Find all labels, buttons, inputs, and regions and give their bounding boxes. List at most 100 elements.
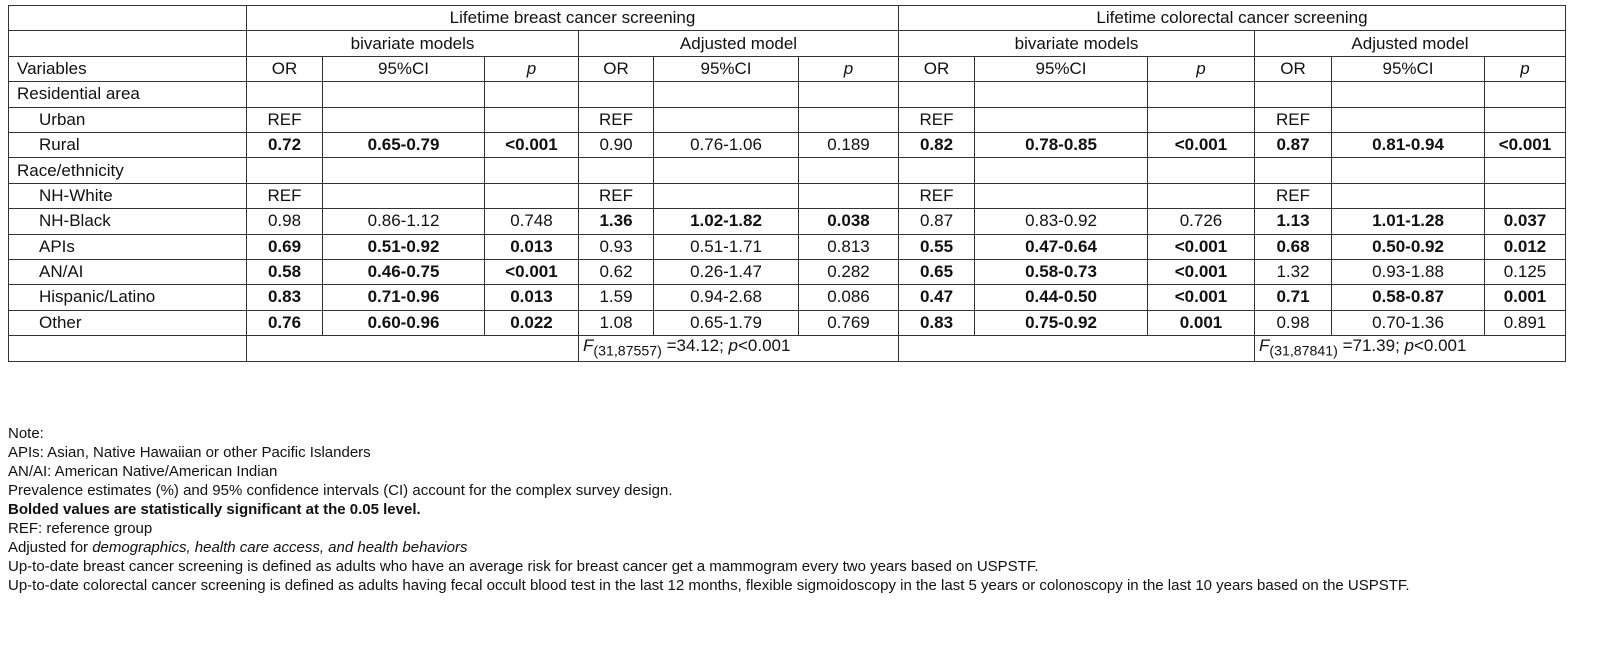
- table-cell: 0.65-0.79: [322, 131, 485, 159]
- table-cell: 1.32: [1254, 258, 1332, 286]
- table-cell: 0.46-0.75: [322, 258, 485, 286]
- table-cell: 0.58: [246, 258, 323, 286]
- table-cell: [1254, 157, 1332, 184]
- stat-symbol: F: [1259, 336, 1270, 356]
- table-cell: [484, 106, 579, 133]
- table-cell: REF: [246, 106, 323, 133]
- fit-statistic: F(31,87841) =71.39; p<0.001: [1254, 335, 1566, 363]
- degrees-of-freedom: (31,87841): [1269, 343, 1338, 360]
- table-cell: [798, 182, 899, 210]
- table-cell: [322, 81, 485, 108]
- p-value: <0.001: [737, 336, 791, 356]
- row-label: Residential area: [8, 81, 247, 108]
- table-cell: [1147, 81, 1255, 108]
- empty-cell: [898, 335, 1255, 363]
- table-cell: [1484, 106, 1566, 133]
- column-header: 95%CI: [974, 55, 1148, 83]
- table-cell: [1484, 157, 1566, 184]
- table-cell: 0.68: [1254, 233, 1332, 260]
- table-cell: [653, 182, 799, 210]
- section-row: Residential area: [8, 81, 1566, 108]
- table-cell: 0.65-1.79: [653, 309, 799, 337]
- table-cell: 0.001: [1484, 284, 1566, 311]
- model-header: Adjusted model: [1254, 30, 1566, 57]
- column-header: p: [1484, 55, 1566, 83]
- degrees-of-freedom: (31,87557): [593, 343, 662, 360]
- table-cell: 1.13: [1254, 208, 1332, 235]
- table-cell: 0.86-1.12: [322, 208, 485, 235]
- empty-cell: [246, 335, 579, 363]
- table-cell: [246, 81, 323, 108]
- table-cell: 0.037: [1484, 208, 1566, 235]
- table-row: Urban REF REF REF REF: [8, 106, 1566, 133]
- table-cell: 0.87: [1254, 131, 1332, 159]
- table-cell: 0.65: [898, 258, 975, 286]
- column-header-row: Variables OR 95%CI p OR 95%CI p OR 95%CI p OR 95%CI…: [8, 55, 1566, 83]
- p-value: <0.001: [1413, 336, 1467, 356]
- empty-cell: [8, 335, 247, 363]
- column-header: 95%CI: [1331, 55, 1485, 83]
- table-cell: [898, 157, 975, 184]
- table-cell: [1331, 182, 1485, 210]
- table-cell: [484, 182, 579, 210]
- table-cell: [974, 81, 1148, 108]
- table-cell: [322, 182, 485, 210]
- table-row: Hispanic/Latino 0.83 0.71-0.96 0.013 1.59 0.9…: [8, 284, 1566, 311]
- note-line: Up-to-date colorectal cancer screening i…: [8, 576, 1588, 595]
- table-cell: 0.013: [484, 284, 579, 311]
- table-cell: 1.59: [578, 284, 654, 311]
- group-header-row: Lifetime breast cancer screening Lifetim…: [8, 4, 1566, 32]
- table-cell: 0.83: [246, 284, 323, 311]
- table-cell: [798, 106, 899, 133]
- table-cell: [974, 106, 1148, 133]
- empty-cell: [8, 4, 247, 32]
- table-cell: 0.47: [898, 284, 975, 311]
- table-cell: REF: [898, 182, 975, 210]
- p-symbol: p: [1404, 336, 1414, 356]
- table-cell: 0.748: [484, 208, 579, 235]
- table-cell: 0.189: [798, 131, 899, 159]
- stat-symbol: F: [583, 336, 594, 356]
- column-header: 95%CI: [653, 55, 799, 83]
- table-cell: [653, 81, 799, 108]
- table-cell: 0.44-0.50: [974, 284, 1148, 311]
- table-cell: 0.83-0.92: [974, 208, 1148, 235]
- table-cell: 0.51-0.92: [322, 233, 485, 260]
- table-cell: 0.726: [1147, 208, 1255, 235]
- row-label: Rural: [8, 131, 247, 159]
- note-line: Prevalence estimates (%) and 95% confide…: [8, 481, 1588, 500]
- table-cell: [1331, 157, 1485, 184]
- row-label: NH-White: [8, 182, 247, 210]
- table-cell: 0.82: [898, 131, 975, 159]
- note-line: APIs: Asian, Native Hawaiian or other Pa…: [8, 443, 1588, 462]
- results-table: Lifetime breast cancer screening Lifetim…: [8, 4, 1566, 363]
- table-cell: 0.98: [1254, 309, 1332, 337]
- column-header: OR: [578, 55, 654, 83]
- table-cell: 0.83: [898, 309, 975, 337]
- group-header-breast: Lifetime breast cancer screening: [246, 4, 899, 32]
- table-cell: [798, 157, 899, 184]
- table-cell: [898, 81, 975, 108]
- table-cell: <0.001: [484, 131, 579, 159]
- table-cell: 0.81-0.94: [1331, 131, 1485, 159]
- stat-value: =71.39;: [1337, 336, 1405, 356]
- table-cell: 0.71-0.96: [322, 284, 485, 311]
- p-symbol: p: [728, 336, 738, 356]
- table-cell: 0.72: [246, 131, 323, 159]
- column-header: OR: [1254, 55, 1332, 83]
- table-cell: REF: [578, 106, 654, 133]
- note-line: Adjusted for demographics, health care a…: [8, 538, 1588, 557]
- table-cell: 0.50-0.92: [1331, 233, 1485, 260]
- group-header-colorectal: Lifetime colorectal cancer screening: [898, 4, 1566, 32]
- note-line: Up-to-date breast cancer screening is de…: [8, 557, 1588, 576]
- table-cell: [974, 157, 1148, 184]
- table-cell: [484, 157, 579, 184]
- row-label: Hispanic/Latino: [8, 284, 247, 311]
- stat-value: =34.12;: [661, 336, 729, 356]
- table-cell: 1.08: [578, 309, 654, 337]
- table-cell: 0.71: [1254, 284, 1332, 311]
- table-cell: [322, 157, 485, 184]
- table-cell: 0.70-1.36: [1331, 309, 1485, 337]
- note-text: Prevalence estimates (%) and 95% confide…: [8, 482, 673, 499]
- table-cell: REF: [898, 106, 975, 133]
